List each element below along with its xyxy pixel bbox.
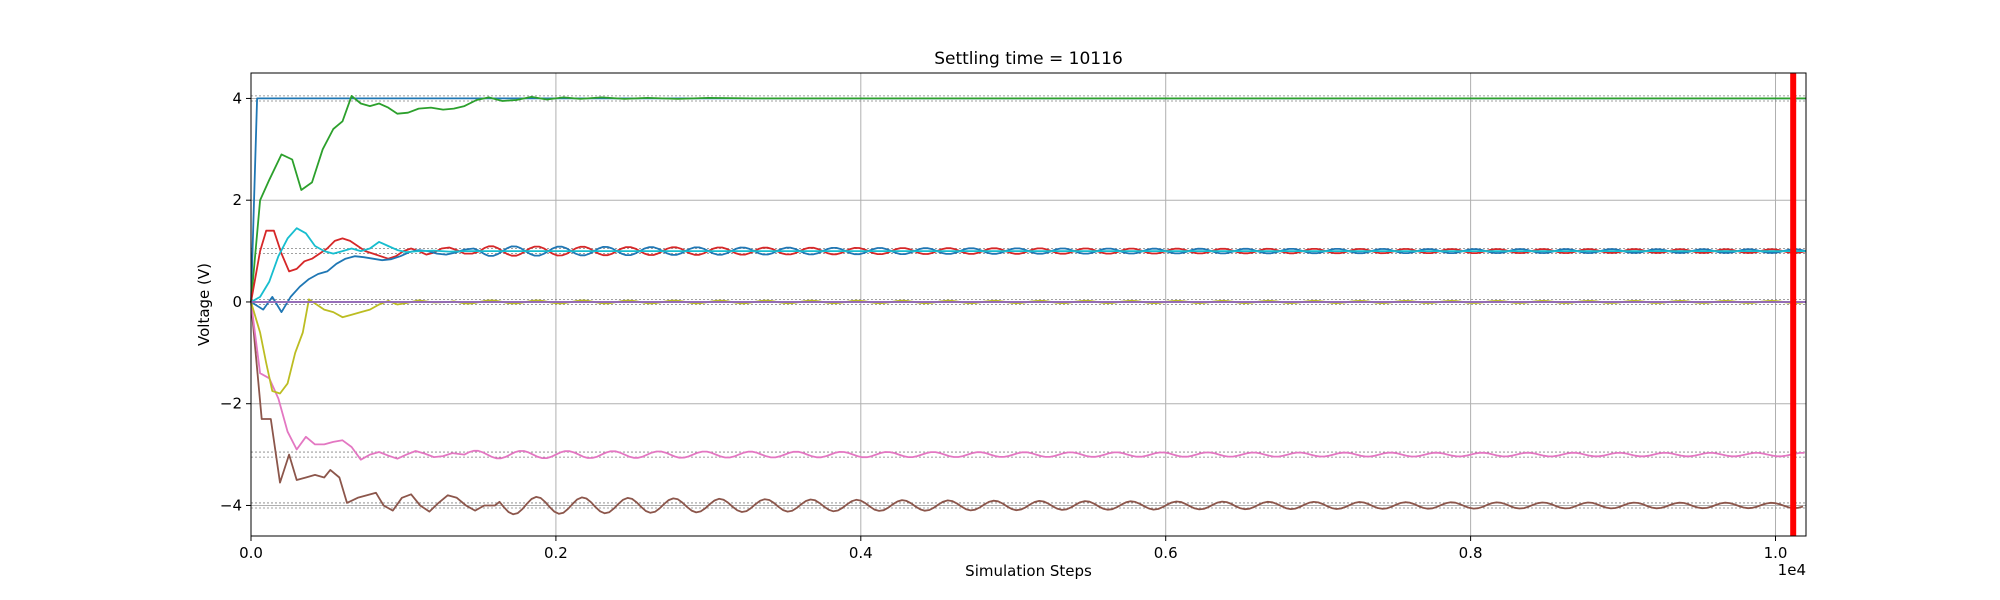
- axes-frame: [250, 72, 1807, 537]
- y-tick-label: −4: [220, 496, 242, 514]
- x-tick-label: 0.8: [1459, 544, 1483, 562]
- x-tick-label: 1.0: [1764, 544, 1788, 562]
- series-line-3: [250, 245, 1807, 313]
- series-line-4: [250, 227, 1806, 303]
- y-tick-label: 2: [232, 191, 242, 209]
- y-tick-label: −2: [220, 395, 242, 413]
- x-tick-label: 0.4: [849, 544, 873, 562]
- series-line-1: [250, 95, 1806, 303]
- x-tick-label: 0.6: [1154, 544, 1178, 562]
- chart-title: Settling time = 10116: [934, 49, 1123, 69]
- y-axis-label: Voltage (V): [195, 263, 213, 346]
- y-tick-label: 4: [232, 89, 242, 107]
- axis-ticks: 0.0 0.2 0.4 0.6 0.8 1.0 −4 −2 0 2 4: [220, 89, 1788, 562]
- series-line-6: [250, 301, 1805, 461]
- y-tick-label: 0: [232, 293, 242, 311]
- series-line-5: [250, 301, 1804, 516]
- series-lines: [250, 95, 1807, 516]
- x-tick-label: 0.0: [239, 544, 263, 562]
- x-tick-label: 0.2: [544, 544, 568, 562]
- x-axis-offset-label: 1e4: [1778, 561, 1806, 579]
- x-axis-label: Simulation Steps: [965, 562, 1092, 580]
